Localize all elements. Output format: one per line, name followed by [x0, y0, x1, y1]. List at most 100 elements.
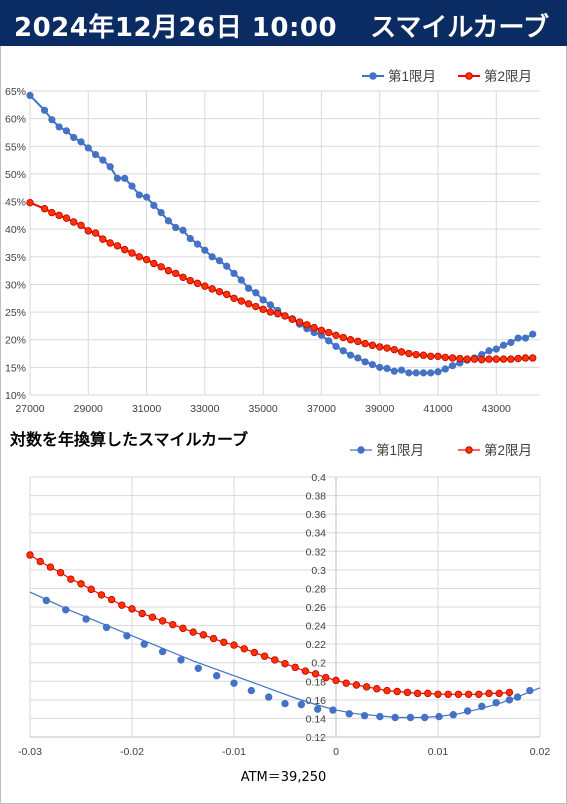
y-tick-label: 25% — [5, 307, 26, 319]
data-point-series-1 — [435, 712, 443, 721]
data-point-series-2 — [478, 355, 486, 364]
y-tick-label: 30% — [5, 279, 26, 291]
data-point-series-2 — [169, 620, 177, 629]
data-point-series-2 — [352, 681, 361, 689]
legend-label-2: 第2限月 — [484, 68, 532, 84]
data-point-series-1 — [529, 330, 537, 338]
data-point-series-1 — [376, 712, 384, 721]
data-point-series-2 — [97, 591, 106, 599]
data-point-series-1 — [478, 702, 486, 711]
data-point-series-2 — [70, 218, 78, 226]
data-point-series-2 — [419, 351, 428, 359]
data-point-series-1 — [421, 713, 429, 722]
data-point-series-1 — [354, 354, 362, 362]
data-point-series-2 — [36, 557, 44, 566]
data-point-series-1 — [164, 217, 173, 225]
y-tick-label: 15% — [5, 362, 26, 374]
data-point-series-2 — [164, 266, 173, 275]
data-point-series-1 — [391, 713, 399, 722]
data-point-series-2 — [529, 354, 537, 362]
data-point-series-1 — [434, 368, 442, 376]
y-tick-label: 35% — [5, 252, 26, 264]
data-point-series-2 — [259, 305, 267, 314]
data-point-series-2 — [339, 333, 347, 342]
data-point-series-2 — [26, 551, 34, 559]
data-point-series-2 — [106, 239, 114, 247]
data-point-series-1 — [361, 358, 369, 366]
data-point-series-2 — [332, 676, 340, 685]
data-point-series-1 — [325, 337, 333, 345]
data-point-series-2 — [84, 227, 92, 235]
data-point-series-2 — [56, 568, 65, 577]
data-point-series-2 — [142, 255, 151, 264]
data-point-series-1 — [140, 640, 148, 648]
y-tick-label: 60% — [5, 114, 26, 126]
data-point-series-1 — [329, 706, 337, 714]
header-datetime: 2024年12月26日 10:00 — [14, 13, 338, 43]
x-tick-label: 39000 — [365, 403, 394, 415]
x-tick-label: 31000 — [132, 403, 161, 415]
data-point-series-2 — [158, 617, 167, 625]
series-line-2 — [29, 554, 510, 695]
y-tick-label: 0.38 — [306, 491, 327, 503]
data-point-series-1 — [419, 369, 428, 377]
data-point-series-2 — [288, 315, 296, 323]
data-point-series-2 — [464, 690, 473, 698]
data-point-series-1 — [121, 174, 129, 182]
data-point-series-2 — [475, 690, 483, 698]
data-point-series-1 — [346, 351, 355, 359]
data-point-series-1 — [448, 362, 457, 370]
data-point-series-2 — [397, 348, 406, 356]
data-point-series-1 — [106, 163, 114, 171]
x-tick-label: 41000 — [423, 403, 452, 415]
y-tick-label: 65% — [5, 86, 26, 98]
y-tick-label: 0.36 — [306, 509, 327, 521]
data-point-series-1 — [230, 269, 238, 277]
data-point-series-2 — [301, 667, 310, 675]
y-tick-label: 0.18 — [306, 676, 327, 688]
y-tick-label: 0.26 — [306, 602, 327, 614]
data-point-series-1 — [264, 693, 273, 701]
data-point-series-2 — [485, 355, 493, 363]
data-point-series-1 — [492, 345, 500, 353]
data-point-series-2 — [346, 336, 355, 344]
legend-marker-2 — [465, 72, 473, 80]
data-point-series-2 — [157, 263, 165, 271]
data-point-series-1 — [40, 106, 49, 114]
header-title: スマイルカーブ — [370, 13, 549, 43]
data-point-series-2 — [128, 605, 136, 613]
data-point-series-2 — [499, 355, 508, 363]
data-point-series-2 — [179, 273, 187, 281]
data-point-series-1 — [62, 127, 71, 135]
legend-label-2: 第2限月 — [484, 442, 532, 458]
chart-2-title: 対数を年換算したスマイルカーブ — [10, 430, 249, 449]
data-point-series-1 — [91, 150, 100, 159]
data-point-series-2 — [77, 580, 85, 588]
data-point-series-1 — [123, 632, 131, 640]
data-point-series-1 — [427, 369, 435, 377]
legend-marker-1 — [369, 72, 377, 80]
data-point-series-2 — [220, 638, 228, 646]
data-point-series-1 — [266, 301, 275, 309]
x-tick-label: -0.03 — [18, 746, 42, 758]
data-point-series-1 — [230, 679, 238, 687]
data-point-series-1 — [259, 296, 267, 304]
data-point-series-1 — [390, 367, 398, 375]
data-point-series-2 — [148, 613, 157, 621]
data-point-series-2 — [271, 656, 279, 664]
data-point-series-2 — [514, 354, 522, 363]
data-point-series-1 — [368, 360, 377, 369]
data-point-series-2 — [107, 595, 116, 604]
data-point-series-1 — [332, 342, 340, 350]
data-point-series-2 — [332, 331, 340, 340]
data-point-series-2 — [266, 308, 275, 316]
data-point-series-1 — [135, 191, 143, 199]
x-tick-label: 0.02 — [530, 746, 551, 758]
data-point-series-1 — [360, 711, 369, 720]
data-point-series-2 — [342, 679, 350, 687]
data-point-series-2 — [121, 245, 129, 254]
data-point-series-1 — [383, 364, 391, 373]
y-tick-label: 40% — [5, 224, 26, 236]
y-tick-label: 0.2 — [311, 658, 326, 670]
x-tick-label: 35000 — [249, 403, 278, 415]
